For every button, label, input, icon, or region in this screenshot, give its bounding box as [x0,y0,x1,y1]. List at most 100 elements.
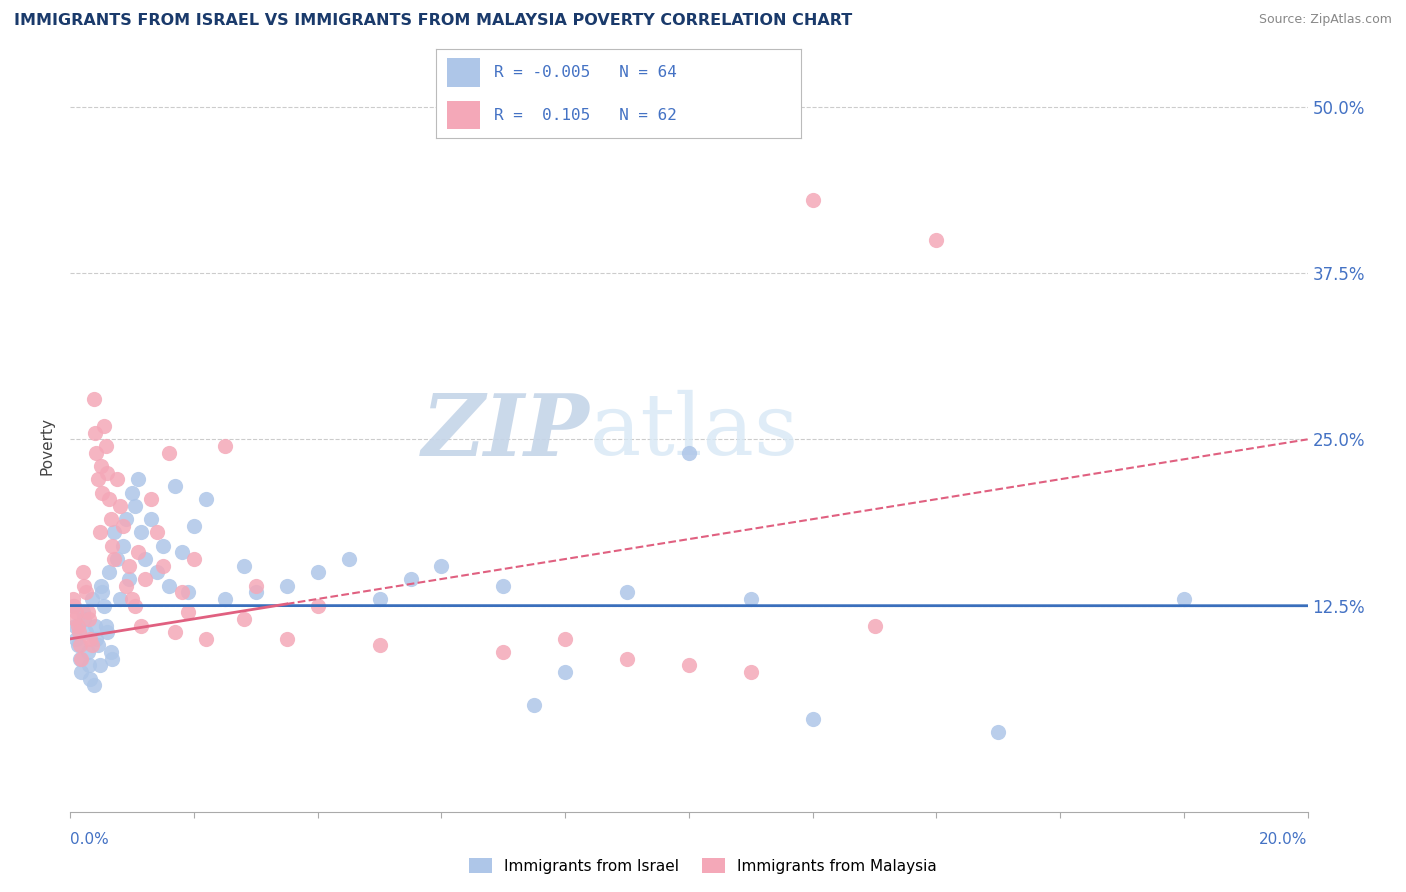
Point [616,585,638,599]
Text: IMMIGRANTS FROM ISRAEL VS IMMIGRANTS FROM MALAYSIA POVERTY CORRELATION CHART: IMMIGRANTS FROM ISRAEL VS IMMIGRANTS FRO… [14,13,852,29]
Point [84,618,107,632]
Point [103,552,125,566]
Point [105,552,128,566]
Point [740,665,762,679]
Point [183,518,205,533]
Point [195,632,218,646]
Point [69,652,91,666]
Point [89,525,111,540]
Point [124,499,146,513]
Point [276,632,298,646]
Text: Source: ZipAtlas.com: Source: ZipAtlas.com [1258,13,1392,27]
Point [131,525,153,540]
Point [177,585,200,599]
Point [214,591,236,606]
Text: R = -0.005   N = 64: R = -0.005 N = 64 [495,65,678,79]
Point [307,566,329,580]
Point [100,645,122,659]
Point [101,539,124,553]
FancyBboxPatch shape [447,58,479,87]
Point [121,485,143,500]
Point [118,558,141,573]
Point [195,492,218,507]
Point [75,585,97,599]
Point [65,632,87,646]
Point [925,233,948,247]
Point [307,599,329,613]
Point [139,512,162,526]
Point [165,625,187,640]
Point [127,545,149,559]
Y-axis label: Poverty: Poverty [39,417,55,475]
Text: atlas: atlas [591,390,799,473]
Point [66,639,89,653]
Point [73,612,96,626]
Point [66,618,89,632]
Point [75,625,97,640]
Point [80,591,103,606]
Point [90,458,112,473]
Text: ZIP: ZIP [422,390,591,473]
Point [177,605,200,619]
Point [96,625,118,640]
Point [399,572,422,586]
Point [111,518,134,533]
Point [80,639,103,653]
Point [93,599,115,613]
Point [84,632,107,646]
Text: 20.0%: 20.0% [1260,831,1308,847]
Point [430,558,453,573]
Point [337,552,360,566]
Point [616,652,638,666]
Point [87,639,110,653]
Point [124,599,146,613]
Point [368,639,391,653]
Point [131,618,153,632]
Point [554,665,576,679]
Point [678,445,700,459]
Point [492,579,515,593]
Point [115,579,138,593]
Point [214,439,236,453]
Point [118,572,141,586]
Legend: Immigrants from Israel, Immigrants from Malaysia: Immigrants from Israel, Immigrants from … [463,852,943,880]
Point [245,579,267,593]
Point [863,618,886,632]
Point [170,545,193,559]
Point [101,652,124,666]
Point [96,618,118,632]
Point [987,725,1010,739]
Point [157,445,180,459]
Point [111,539,134,553]
Point [77,658,100,673]
Point [72,566,94,580]
Point [76,645,98,659]
Point [108,591,131,606]
Point [678,658,700,673]
Point [232,612,254,626]
Point [139,492,162,507]
Point [108,499,131,513]
Point [84,445,107,459]
Point [79,672,101,686]
Point [65,612,87,626]
Point [1173,591,1195,606]
Point [62,591,84,606]
Point [134,572,156,586]
FancyBboxPatch shape [447,101,479,129]
Point [152,558,174,573]
Point [63,599,86,613]
Point [91,585,114,599]
Point [90,579,112,593]
Point [121,591,143,606]
Point [72,605,94,619]
Point [554,632,576,646]
Point [69,639,91,653]
Point [492,645,515,659]
Point [93,419,115,434]
Point [183,552,205,566]
Text: 0.0%: 0.0% [70,831,110,847]
Point [245,585,267,599]
Point [87,472,110,486]
Point [134,552,156,566]
